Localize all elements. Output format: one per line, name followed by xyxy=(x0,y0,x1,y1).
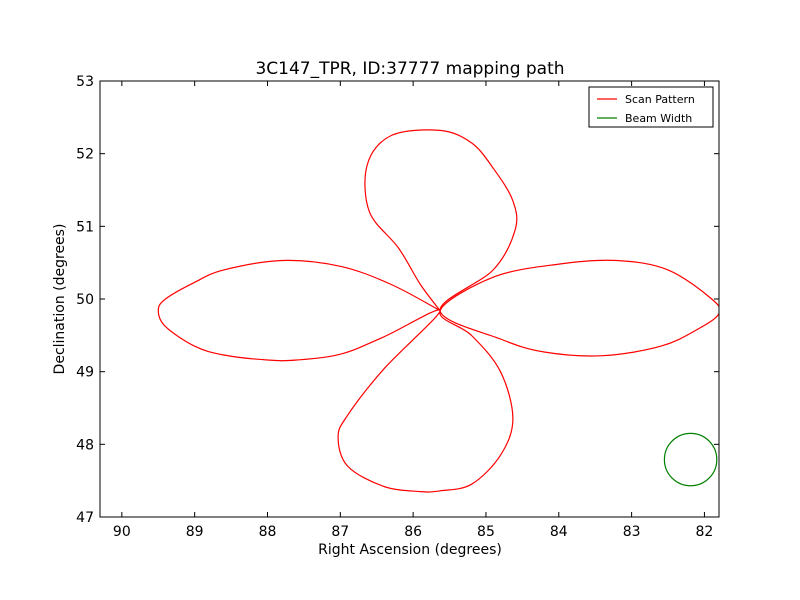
x-tick-label: 89 xyxy=(186,524,204,540)
x-tick-label: 90 xyxy=(113,524,131,540)
x-tick-label: 88 xyxy=(259,524,277,540)
legend-entry-label: Beam Width xyxy=(625,112,692,125)
x-axis-label: Right Ascension (degrees) xyxy=(318,542,502,558)
x-tick-label: 82 xyxy=(696,524,714,540)
x-tick-label: 86 xyxy=(404,524,422,540)
scan-pattern-line xyxy=(157,129,719,493)
y-tick-label: 52 xyxy=(76,147,94,163)
x-tick-label: 84 xyxy=(550,524,568,540)
axis-ticks: 90 89 88 87 86 85 84 83 82 47 48 49 50 51 52 53 xyxy=(76,74,719,540)
beam-width-circle xyxy=(663,432,718,487)
x-tick-label: 85 xyxy=(477,524,495,540)
y-tick-label: 51 xyxy=(76,219,94,235)
y-tick-label: 49 xyxy=(76,365,94,381)
legend-box xyxy=(588,86,714,128)
plot-area xyxy=(157,129,719,493)
y-tick-label: 50 xyxy=(76,292,94,308)
y-tick-label: 48 xyxy=(76,437,94,453)
x-tick-label: 83 xyxy=(623,524,641,540)
y-tick-label: 53 xyxy=(76,74,94,90)
y-axis-label: Declination (degrees) xyxy=(52,224,68,375)
x-tick-label: 87 xyxy=(331,524,349,540)
chart-title: 3C147_TPR, ID:37777 mapping path xyxy=(255,59,564,79)
legend: Scan Pattern Beam Width xyxy=(588,86,714,128)
legend-entry-label: Scan Pattern xyxy=(625,93,695,106)
y-tick-label: 47 xyxy=(76,510,94,526)
